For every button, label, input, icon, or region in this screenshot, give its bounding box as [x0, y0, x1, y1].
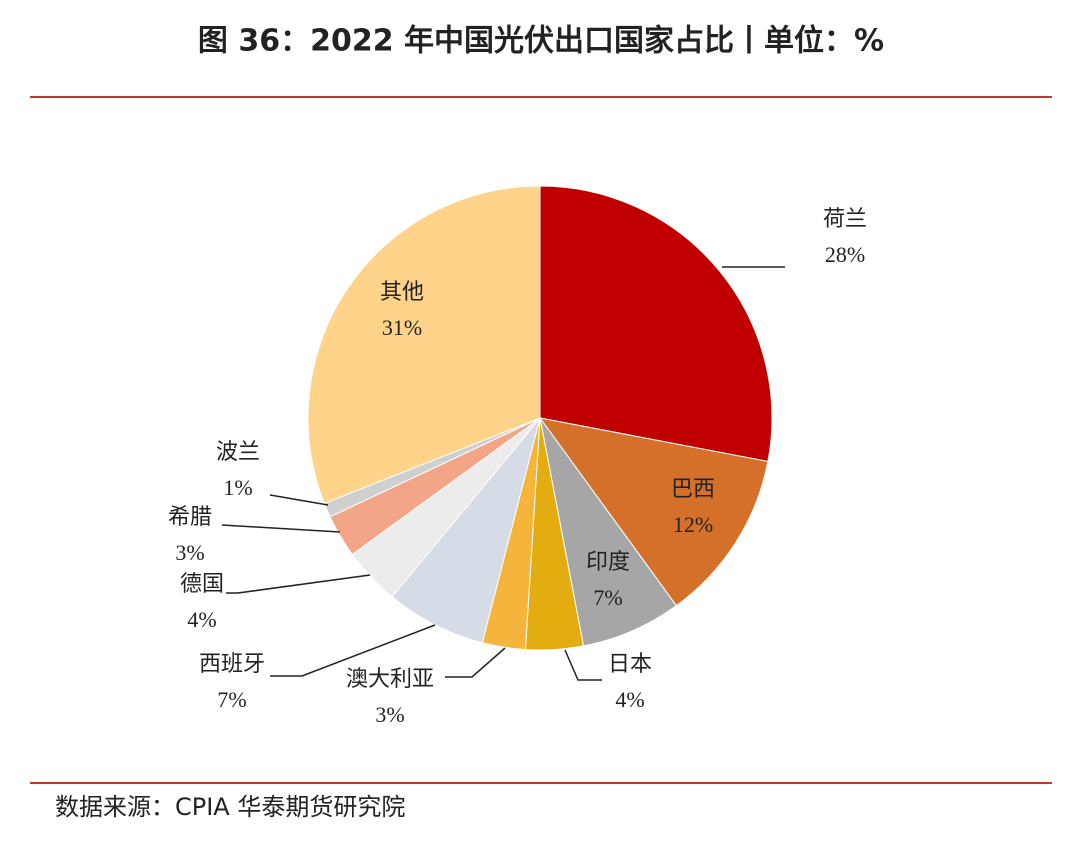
slice-label: 波兰: [216, 440, 260, 465]
slice-value-label: 3%: [175, 540, 204, 565]
leader-line: [226, 574, 371, 594]
slice-label: 西班牙: [199, 652, 265, 677]
slice-value-label: 31%: [382, 315, 422, 340]
slice-label: 德国: [180, 572, 224, 597]
slice-value-label: 4%: [615, 687, 644, 712]
leader-line: [270, 624, 436, 677]
pie-slice: [538, 417, 769, 607]
chart-title: 图 36：2022 年中国光伏出口国家占比丨单位：%: [198, 24, 884, 59]
labels: 荷兰 28% 巴西 12% 印度 7% 日本 4% 澳大利亚 3% 西班牙 7% 德国 4% 希腊 3% 波兰 1…: [168, 207, 867, 727]
leader-line: [445, 647, 506, 678]
leader-line: [221, 524, 341, 533]
slice-label: 荷兰: [823, 207, 867, 232]
slice-value-label: 12%: [673, 512, 713, 537]
leader-line: [564, 649, 602, 681]
source-note: 数据来源：CPIA 华泰期货研究院: [55, 793, 405, 821]
slice-value-label: 3%: [375, 702, 404, 727]
pie-slice: [539, 185, 773, 463]
slice-value-label: 4%: [187, 607, 216, 632]
slice-value-label: 7%: [593, 585, 622, 610]
slice-label: 印度: [586, 550, 630, 575]
slice-value-label: 1%: [223, 475, 252, 500]
pie-slice: [539, 417, 678, 647]
slice-label: 其他: [380, 280, 424, 305]
slice-label: 日本: [608, 652, 652, 677]
slice-label: 巴西: [671, 477, 715, 502]
pie: [307, 185, 773, 651]
slice-label: 澳大利亚: [346, 667, 434, 692]
leader-line: [269, 494, 329, 506]
slice-label: 希腊: [168, 505, 212, 530]
pie-slice: [307, 185, 541, 505]
slice-value-label: 7%: [217, 687, 246, 712]
slice-value-label: 28%: [825, 242, 865, 267]
